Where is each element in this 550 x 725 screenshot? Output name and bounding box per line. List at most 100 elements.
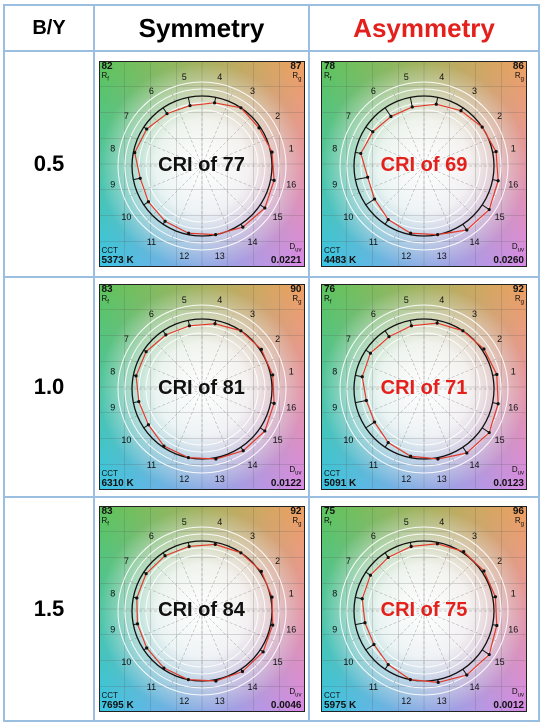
hue-bin-label: 1: [511, 589, 516, 599]
hue-bin-label: 9: [110, 402, 115, 412]
reference-circle: [130, 95, 273, 237]
hue-bin-label: 6: [371, 531, 376, 541]
duv-value: Duv 0.0221: [270, 242, 302, 266]
shift-point: [238, 106, 242, 110]
hue-bin-label: 6: [148, 531, 153, 541]
cct-value: CCT 5373 K: [101, 246, 134, 266]
shift-point: [240, 669, 244, 674]
hue-bin-label: 10: [343, 212, 353, 222]
header-asymmetry: Asymmetry: [309, 5, 539, 51]
shift-point: [271, 178, 276, 182]
shift-point: [238, 551, 242, 555]
hue-bin-label: 8: [110, 367, 115, 377]
cct-value: CCT 4483 K: [324, 246, 357, 266]
header-ratio: B/Y: [4, 5, 94, 51]
hue-bin-label: 13: [214, 251, 224, 261]
cct-value: CCT 6310 K: [101, 469, 134, 489]
hue-bin-label: 3: [250, 86, 255, 96]
hue-bin-label: 16: [286, 179, 296, 189]
shift-point: [271, 401, 276, 405]
hue-bin-label: 4: [439, 72, 444, 82]
shift-point: [409, 324, 414, 328]
shift-point: [435, 542, 439, 546]
shift-point: [409, 231, 413, 235]
hue-bin-label: 5: [181, 517, 186, 527]
hue-bin-label: 4: [439, 295, 444, 305]
color-vector-graphic: 1 2 3 4 5 6 7 8 9 10 11 12 13 14 15 16 75 Rf 96 Rg CCT 5975 K…: [321, 506, 527, 712]
shift-point: [480, 125, 484, 129]
shift-point: [164, 112, 169, 116]
color-vector-graphic: 1 2 3 4 5 6 7 8 9 10 11 12 13 14 15 16 78 Rf 86 Rg CCT 4483 K…: [321, 61, 527, 267]
hue-bin-label: 10: [121, 657, 131, 667]
ratio-value: 1.5: [33, 596, 65, 621]
shift-point: [144, 127, 148, 131]
shift-point: [366, 175, 370, 179]
shift-point: [359, 151, 363, 156]
hue-bin-label: 5: [181, 295, 186, 305]
shift-point: [487, 207, 491, 212]
cri-label: CRI of 69: [380, 154, 468, 176]
rg-value: 87 Rg: [290, 61, 302, 83]
shift-point: [238, 329, 242, 333]
shift-point: [163, 333, 167, 337]
row-ratio-2: 1.0: [4, 277, 94, 497]
shift-point: [213, 457, 218, 461]
shift-point: [262, 429, 266, 433]
rg-value: 86 Rg: [512, 61, 524, 83]
hue-bin-label: 3: [472, 309, 477, 319]
shift-point: [436, 233, 440, 237]
hue-bin-label: 12: [401, 474, 411, 484]
hue-bin-label: 11: [146, 237, 155, 247]
shift-point: [144, 350, 148, 354]
shift-point: [494, 150, 498, 154]
color-vector-graphic: 1 2 3 4 5 6 7 8 9 10 11 12 13 14 15 16 76 Rf 92 Rg CCT 5091 K…: [321, 284, 527, 490]
shift-point: [409, 454, 413, 458]
shift-point: [186, 456, 190, 460]
hue-bin-label: 12: [401, 696, 411, 706]
hue-bin-label: 4: [217, 295, 222, 305]
hue-bin-label: 5: [181, 72, 186, 82]
plot-cell-row1-symmetry: 1 2 3 4 5 6 7 8 9 10 11 12 13 14 15 16 82 Rf 87 Rg CCT 5373 K…: [94, 51, 309, 277]
shift-point: [386, 555, 390, 560]
duv-value: Duv 0.0260: [493, 242, 524, 266]
shift-point: [368, 573, 373, 577]
hue-bin-label: 11: [369, 237, 378, 247]
shift-point: [363, 621, 367, 625]
hue-bin-label: 5: [404, 72, 409, 82]
hue-bin-label: 8: [110, 589, 115, 599]
cri-label: CRI of 71: [380, 377, 468, 399]
hue-bin-label: 6: [371, 309, 376, 319]
plot-cell-row3-asymmetry: 1 2 3 4 5 6 7 8 9 10 11 12 13 14 15 16 75 Rf 96 Rg CCT 5975 K…: [309, 497, 539, 721]
hue-bin-label: 1: [288, 144, 293, 154]
hue-bin-label: 10: [121, 435, 131, 445]
rf-value: 76 Rf: [324, 284, 336, 306]
shift-point: [496, 402, 500, 406]
hue-bin-label: 3: [472, 531, 477, 541]
rg-value: 96 Rg: [512, 506, 524, 528]
shift-point: [241, 449, 245, 453]
rf-value: 83 Rf: [101, 284, 113, 306]
hue-bin-label: 2: [275, 334, 280, 344]
hue-bin-label: 8: [110, 144, 115, 154]
shift-point: [186, 231, 190, 235]
plot-cell-row2-asymmetry: 1 2 3 4 5 6 7 8 9 10 11 12 13 14 15 16 76 Rf 92 Rg CCT 5091 K…: [309, 277, 539, 497]
shift-point: [372, 642, 376, 647]
hue-bin-label: 1: [511, 367, 516, 377]
reference-circle: [353, 95, 495, 237]
hue-bin-label: 10: [343, 657, 353, 667]
shift-point: [465, 451, 469, 455]
hue-bin-label: 13: [437, 251, 447, 261]
hue-bin-label: 7: [123, 556, 128, 566]
shift-point: [259, 347, 263, 351]
color-vector-graphic: 1 2 3 4 5 6 7 8 9 10 11 12 13 14 15 16 83 Rf 90 Rg CCT 6310 K…: [98, 284, 305, 490]
header-asymmetry-label: Asymmetry: [353, 12, 495, 43]
shift-vector: [365, 644, 375, 651]
hue-bin-label: 14: [247, 682, 257, 692]
hue-bin-label: 12: [179, 696, 189, 706]
hue-bin-label: 14: [470, 682, 480, 692]
shift-point: [213, 542, 217, 547]
shift-point: [213, 679, 218, 683]
